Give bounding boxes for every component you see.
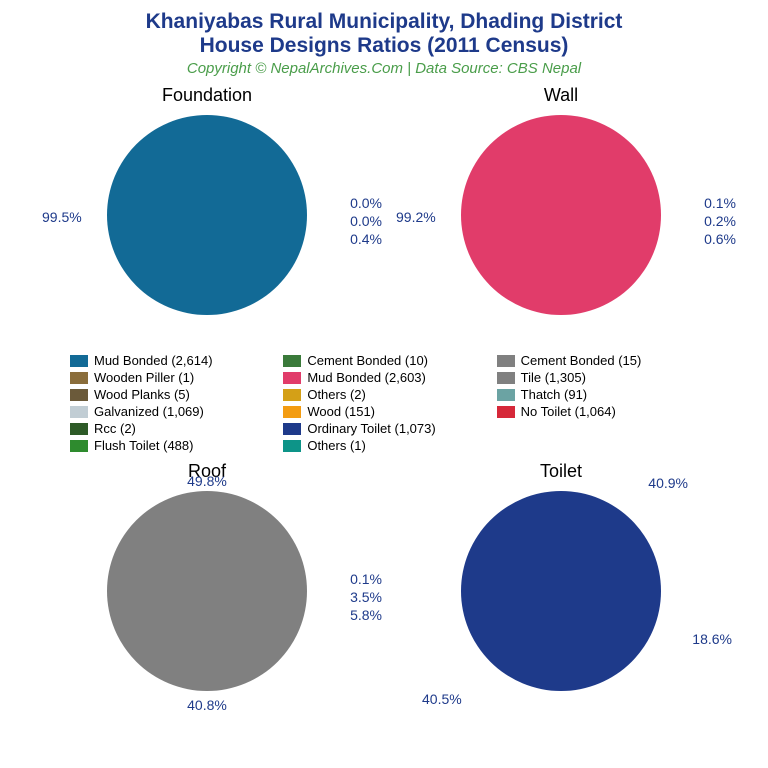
wall-chart: Wall 99.2% 0.1% 0.2% 0.6% (384, 85, 738, 345)
legend-swatch (497, 389, 515, 401)
toilet-chart: Toilet 40.9% 18.6% 40.5% (384, 461, 738, 721)
legend-item: Wood (151) (283, 404, 484, 419)
legend-text: No Toilet (1,064) (521, 404, 616, 419)
legend-item: Ordinary Toilet (1,073) (283, 421, 484, 436)
wall-pie (461, 115, 661, 315)
legend-text: Others (1) (307, 438, 366, 453)
legend-swatch (283, 355, 301, 367)
foundation-label-1: 0.0% (350, 213, 382, 229)
foundation-chart-title: Foundation (162, 85, 252, 106)
legend: Mud Bonded (2,614) Wooden Piller (1) Wood … (30, 345, 738, 461)
legend-text: Rcc (2) (94, 421, 136, 436)
legend-swatch (283, 440, 301, 452)
wall-label-2: 0.6% (704, 231, 736, 247)
roof-label-2: 5.8% (350, 607, 382, 623)
legend-item: Thatch (91) (497, 387, 698, 402)
legend-item: Flush Toilet (488) (70, 438, 271, 453)
roof-label-1: 3.5% (350, 589, 382, 605)
toilet-label-bottom: 40.5% (422, 691, 462, 707)
legend-text: Flush Toilet (488) (94, 438, 193, 453)
legend-item: Cement Bonded (15) (497, 353, 698, 368)
legend-text: Cement Bonded (10) (307, 353, 428, 368)
foundation-chart: Foundation 99.5% 0.0% 0.0% 0.4% (30, 85, 384, 345)
legend-swatch (283, 406, 301, 418)
foundation-label-0: 0.0% (350, 195, 382, 211)
legend-text: Cement Bonded (15) (521, 353, 642, 368)
foundation-label-main: 99.5% (42, 209, 82, 225)
roof-chart: Roof 49.8% 0.1% 3.5% 5.8% 40.8% (30, 461, 384, 721)
legend-swatch (497, 355, 515, 367)
legend-swatch (497, 406, 515, 418)
legend-text: Wood Planks (5) (94, 387, 190, 402)
legend-item: No Toilet (1,064) (497, 404, 698, 419)
legend-item: Mud Bonded (2,614) (70, 353, 271, 368)
legend-item: Cement Bonded (10) (283, 353, 484, 368)
toilet-label-right: 18.6% (692, 631, 732, 647)
foundation-label-2: 0.4% (350, 231, 382, 247)
legend-swatch (283, 423, 301, 435)
legend-item: Mud Bonded (2,603) (283, 370, 484, 385)
legend-item: Galvanized (1,069) (70, 404, 271, 419)
toilet-chart-title: Toilet (540, 461, 582, 482)
legend-swatch (497, 372, 515, 384)
legend-text: Others (2) (307, 387, 366, 402)
legend-swatch (70, 423, 88, 435)
roof-label-0: 0.1% (350, 571, 382, 587)
legend-item: Rcc (2) (70, 421, 271, 436)
legend-text: Wood (151) (307, 404, 375, 419)
legend-swatch (70, 440, 88, 452)
roof-label-bottom: 40.8% (187, 697, 227, 713)
legend-item: Others (2) (283, 387, 484, 402)
legend-item: Tile (1,305) (497, 370, 698, 385)
page-title-line2: House Designs Ratios (2011 Census) (0, 34, 768, 58)
wall-chart-title: Wall (544, 85, 578, 106)
roof-label-top: 49.8% (187, 473, 227, 489)
title-block: Khaniyabas Rural Municipality, Dhading D… (0, 0, 768, 77)
roof-pie (107, 491, 307, 691)
legend-swatch (70, 389, 88, 401)
legend-text: Wooden Piller (1) (94, 370, 194, 385)
legend-swatch (70, 406, 88, 418)
legend-swatch (70, 355, 88, 367)
foundation-pie (107, 115, 307, 315)
page-title-line1: Khaniyabas Rural Municipality, Dhading D… (0, 10, 768, 34)
legend-text: Ordinary Toilet (1,073) (307, 421, 435, 436)
legend-swatch (283, 389, 301, 401)
legend-item: Wooden Piller (1) (70, 370, 271, 385)
legend-swatch (70, 372, 88, 384)
wall-label-1: 0.2% (704, 213, 736, 229)
legend-text: Mud Bonded (2,614) (94, 353, 213, 368)
legend-text: Galvanized (1,069) (94, 404, 204, 419)
wall-label-0: 0.1% (704, 195, 736, 211)
legend-text: Thatch (91) (521, 387, 587, 402)
toilet-pie (461, 491, 661, 691)
toilet-label-top: 40.9% (648, 475, 688, 491)
chart-grid: Foundation 99.5% 0.0% 0.0% 0.4% Wall 99.… (0, 85, 768, 721)
legend-item: Wood Planks (5) (70, 387, 271, 402)
legend-item: Others (1) (283, 438, 484, 453)
wall-label-main: 99.2% (396, 209, 436, 225)
page-subtitle: Copyright © NepalArchives.Com | Data Sou… (0, 60, 768, 77)
legend-text: Mud Bonded (2,603) (307, 370, 426, 385)
legend-text: Tile (1,305) (521, 370, 586, 385)
legend-swatch (283, 372, 301, 384)
